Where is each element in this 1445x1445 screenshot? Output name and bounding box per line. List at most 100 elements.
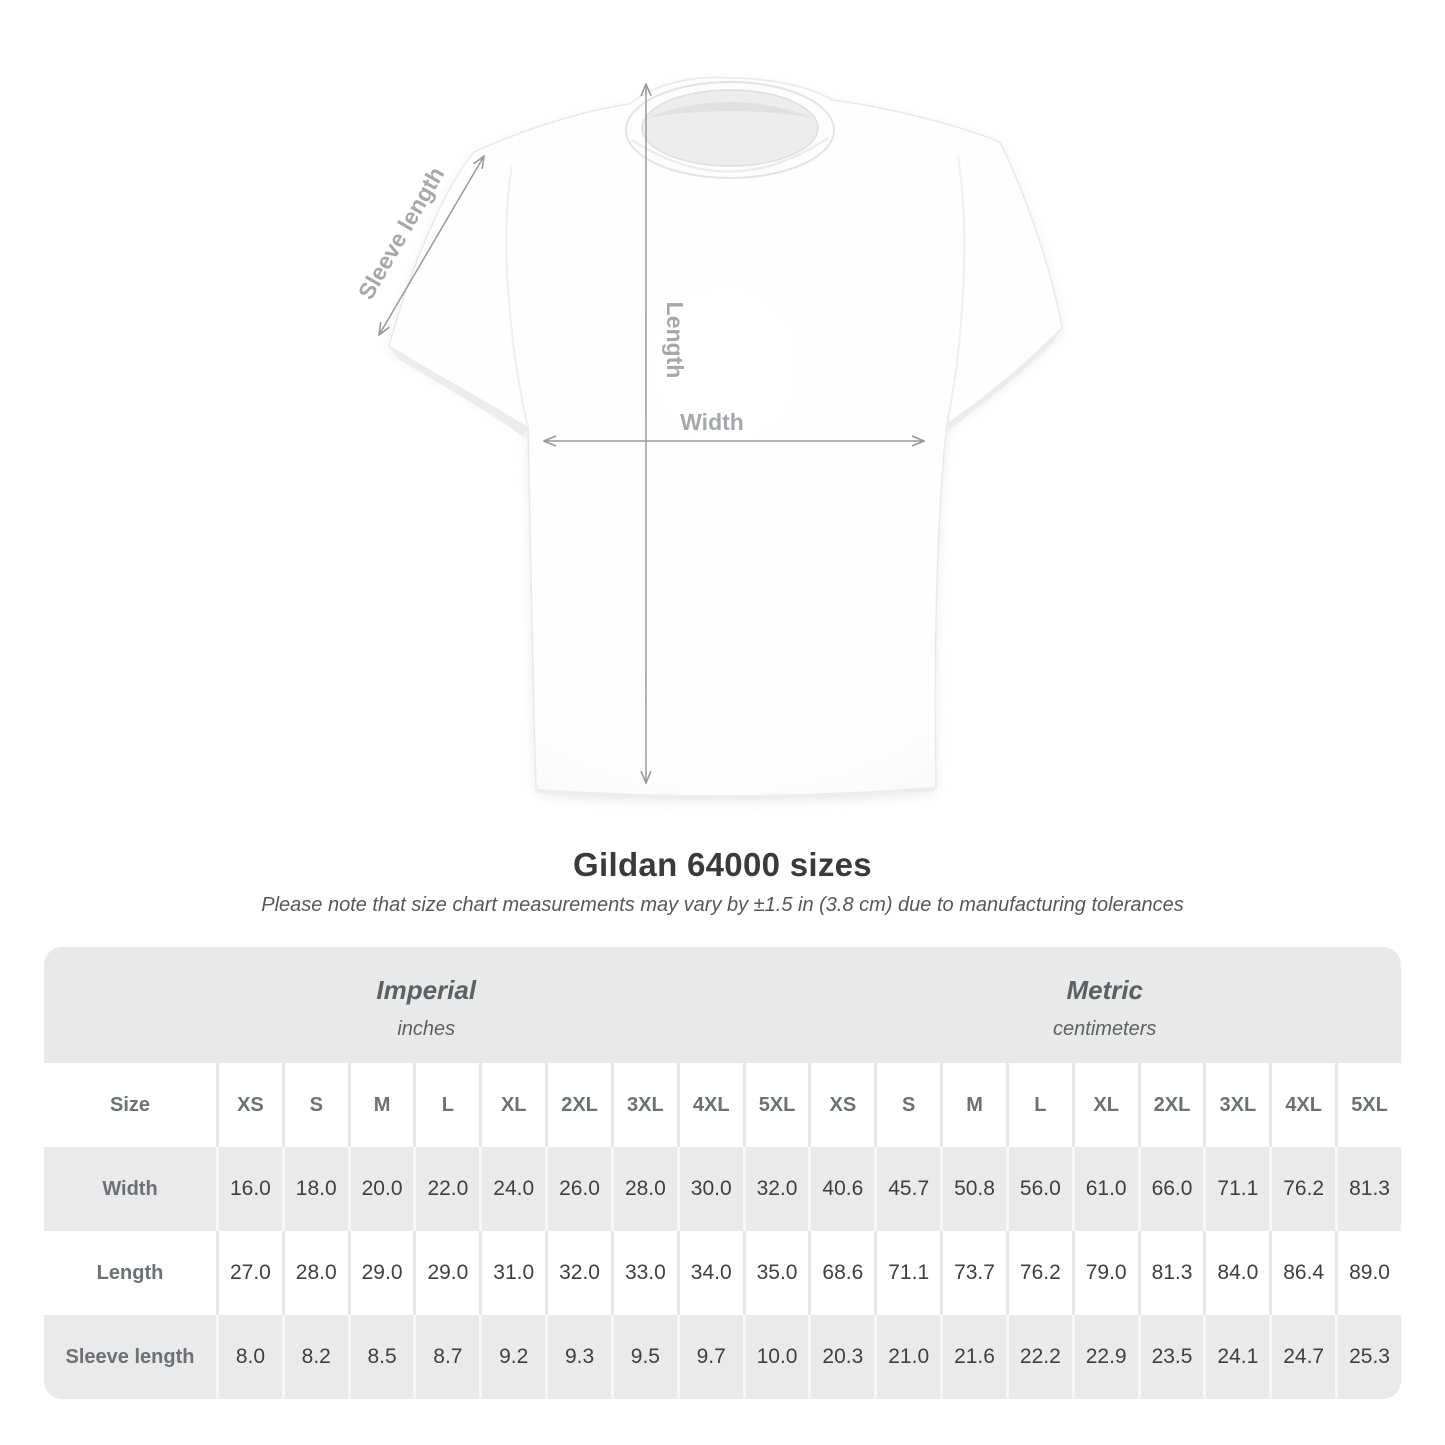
size-header-imperial-xl: XL xyxy=(479,1063,546,1147)
sleeve-imperial-l: 8.7 xyxy=(413,1315,480,1399)
width-label: Width xyxy=(680,409,744,435)
width-imperial-3xl: 28.0 xyxy=(610,1147,677,1231)
length-imperial-4xl: 34.0 xyxy=(676,1231,743,1315)
length-imperial-5xl: 35.0 xyxy=(742,1231,809,1315)
size-table: Imperial inches Metric centimeters Size … xyxy=(44,947,1401,1399)
width-imperial-xl: 24.0 xyxy=(479,1147,546,1231)
width-metric-s: 45.7 xyxy=(874,1147,941,1231)
tshirt-measurement-diagram: Width Length Sleeve length xyxy=(353,76,1063,803)
length-imperial-2xl: 32.0 xyxy=(545,1231,611,1315)
tolerance-note: Please note that size chart measurements… xyxy=(261,894,1184,916)
imperial-group-header: Imperial inches xyxy=(44,947,809,1063)
length-metric-5xl: 89.0 xyxy=(1335,1231,1401,1315)
collar-inner-shadow xyxy=(646,102,814,118)
size-header-imperial-s: S xyxy=(281,1063,348,1147)
table-row-width: Width 16.0 18.0 20.0 22.0 24.0 26.0 28.0… xyxy=(44,1147,1401,1231)
imperial-group-title: Imperial xyxy=(376,975,477,1005)
width-imperial-5xl: 32.0 xyxy=(742,1147,809,1231)
size-header-imperial-4xl: 4XL xyxy=(676,1063,743,1147)
width-imperial-m: 20.0 xyxy=(347,1147,414,1231)
sleeve-metric-s: 21.0 xyxy=(874,1315,941,1399)
size-header-metric-3xl: 3XL xyxy=(1203,1063,1270,1147)
width-metric-xs: 40.6 xyxy=(808,1147,875,1231)
size-header-metric-m: M xyxy=(940,1063,1006,1147)
width-imperial-4xl: 30.0 xyxy=(676,1147,743,1231)
width-metric-l: 56.0 xyxy=(1005,1147,1072,1231)
width-imperial-s: 18.0 xyxy=(281,1147,348,1231)
width-metric-m: 50.8 xyxy=(940,1147,1006,1231)
length-metric-xs: 68.6 xyxy=(808,1231,875,1315)
width-metric-3xl: 71.1 xyxy=(1203,1147,1270,1231)
row-label-length: Length xyxy=(44,1231,216,1315)
length-imperial-l: 29.0 xyxy=(413,1231,480,1315)
length-metric-4xl: 86.4 xyxy=(1269,1231,1336,1315)
size-header-imperial-2xl: 2XL xyxy=(545,1063,611,1147)
length-metric-3xl: 84.0 xyxy=(1203,1231,1270,1315)
size-header-imperial-5xl: 5XL xyxy=(742,1063,809,1147)
length-imperial-s: 28.0 xyxy=(281,1231,348,1315)
sleeve-imperial-4xl: 9.7 xyxy=(676,1315,743,1399)
size-header-imperial-m: M xyxy=(347,1063,414,1147)
measurement-annotations xyxy=(379,84,924,783)
length-metric-s: 71.1 xyxy=(874,1231,941,1315)
width-imperial-2xl: 26.0 xyxy=(545,1147,611,1231)
length-imperial-xs: 27.0 xyxy=(216,1231,282,1315)
size-header-imperial-xs: XS xyxy=(216,1063,282,1147)
length-metric-l: 76.2 xyxy=(1005,1231,1072,1315)
sleeve-imperial-3xl: 9.5 xyxy=(610,1315,677,1399)
size-table-grid: Imperial inches Metric centimeters Size … xyxy=(44,947,1401,1399)
row-label-sleeve-length: Sleeve length xyxy=(44,1315,216,1399)
size-header-imperial-l: L xyxy=(413,1063,480,1147)
width-imperial-l: 22.0 xyxy=(413,1147,480,1231)
sleeve-metric-3xl: 24.1 xyxy=(1203,1315,1270,1399)
left-underarm-shade xyxy=(389,346,528,437)
sleeve-metric-l: 22.2 xyxy=(1005,1315,1072,1399)
sleeve-metric-2xl: 23.5 xyxy=(1137,1315,1204,1399)
width-imperial-xs: 16.0 xyxy=(216,1147,282,1231)
page-title: Gildan 64000 sizes xyxy=(573,846,872,883)
sleeve-length-arrow xyxy=(379,156,484,335)
table-row-sleeve-length: Sleeve length 8.0 8.2 8.5 8.7 9.2 9.3 9.… xyxy=(44,1315,1401,1399)
length-metric-2xl: 81.3 xyxy=(1137,1231,1204,1315)
metric-group-header: Metric centimeters xyxy=(808,947,1401,1063)
row-label-width: Width xyxy=(44,1147,216,1231)
length-metric-m: 73.7 xyxy=(940,1231,1006,1315)
size-header-metric-4xl: 4XL xyxy=(1269,1063,1336,1147)
sleeve-imperial-2xl: 9.3 xyxy=(545,1315,611,1399)
size-header-metric-xl: XL xyxy=(1071,1063,1138,1147)
collar-opening xyxy=(641,89,819,167)
hem-shade xyxy=(538,787,934,800)
size-header-metric-5xl: 5XL xyxy=(1335,1063,1401,1147)
collar-front-seam xyxy=(631,136,829,173)
sleeve-metric-5xl: 25.3 xyxy=(1335,1315,1401,1399)
width-metric-xl: 61.0 xyxy=(1071,1147,1138,1231)
right-underarm-shade xyxy=(947,328,1062,430)
width-metric-2xl: 66.0 xyxy=(1137,1147,1204,1231)
sleeve-imperial-m: 8.5 xyxy=(347,1315,414,1399)
length-metric-xl: 79.0 xyxy=(1071,1231,1138,1315)
table-row-length: Length 27.0 28.0 29.0 29.0 31.0 32.0 33.… xyxy=(44,1231,1401,1315)
sleeve-metric-xs: 20.3 xyxy=(808,1315,875,1399)
sleeve-imperial-5xl: 10.0 xyxy=(742,1315,809,1399)
metric-group-unit: centimeters xyxy=(1053,1018,1157,1040)
size-header-metric-2xl: 2XL xyxy=(1137,1063,1204,1147)
tshirt-graphic xyxy=(388,76,1063,803)
length-label: Length xyxy=(662,302,688,379)
sleeve-imperial-xs: 8.0 xyxy=(216,1315,282,1399)
size-header-imperial-3xl: 3XL xyxy=(610,1063,677,1147)
sleeve-imperial-xl: 9.2 xyxy=(479,1315,546,1399)
length-imperial-xl: 31.0 xyxy=(479,1231,546,1315)
sleeve-metric-4xl: 24.7 xyxy=(1269,1315,1336,1399)
length-imperial-m: 29.0 xyxy=(347,1231,414,1315)
sleeve-metric-m: 21.6 xyxy=(940,1315,1006,1399)
length-imperial-3xl: 33.0 xyxy=(610,1231,677,1315)
width-metric-5xl: 81.3 xyxy=(1335,1147,1401,1231)
imperial-group-unit: inches xyxy=(397,1018,456,1040)
metric-group-title: Metric xyxy=(1066,975,1144,1005)
sleeve-imperial-s: 8.2 xyxy=(281,1315,348,1399)
left-sleeve-seam xyxy=(505,165,529,429)
sleeve-metric-xl: 22.9 xyxy=(1071,1315,1138,1399)
width-metric-4xl: 76.2 xyxy=(1269,1147,1336,1231)
size-header-metric-xs: XS xyxy=(808,1063,875,1147)
